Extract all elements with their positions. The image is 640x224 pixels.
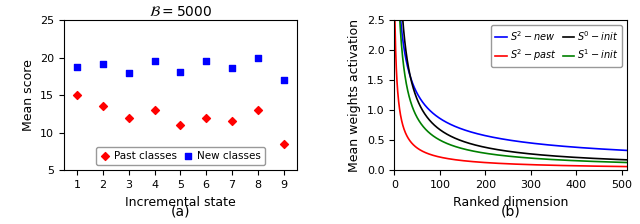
New classes: [72, 66, 82, 69]
Past classes: [278, 142, 289, 146]
$S^2-new$: [485, 135, 493, 138]
Title: $\mathcal{B} = 5000$: $\mathcal{B} = 5000$: [148, 5, 212, 19]
Line: $S^2-new$: $S^2-new$: [395, 0, 627, 151]
Past classes: [175, 123, 186, 127]
$S^2-past$: [391, 20, 399, 22]
$S^2-past$: [623, 165, 631, 168]
$S^2-new$: [415, 95, 422, 97]
$S^2-past$: [550, 164, 558, 167]
Past classes: [72, 93, 82, 97]
$S^2-new$: [572, 146, 580, 149]
X-axis label: Incremental state: Incremental state: [125, 196, 236, 209]
Past classes: [201, 116, 211, 119]
Line: $S^1-init$: $S^1-init$: [395, 0, 627, 163]
$S^0-init$: [572, 156, 580, 159]
$S^2-past$: [577, 165, 584, 167]
$S^2-new$: [550, 144, 558, 147]
New classes: [98, 63, 108, 66]
Past classes: [227, 120, 237, 123]
$S^2-new$: [577, 146, 584, 149]
Past classes: [124, 116, 134, 119]
New classes: [278, 78, 289, 82]
Line: $S^2-past$: $S^2-past$: [395, 21, 627, 167]
Past classes: [149, 108, 159, 112]
New classes: [124, 72, 134, 75]
$S^1-init$: [493, 154, 501, 156]
$S^2-past$: [572, 164, 580, 167]
$S^1-init$: [485, 152, 493, 155]
New classes: [201, 59, 211, 62]
$S^0-init$: [623, 159, 631, 161]
Past classes: [98, 105, 108, 108]
Legend: $S^2-new$, $S^2-past$, $S^0-init$, $S^1-init$: $S^2-new$, $S^2-past$, $S^0-init$, $S^1-…: [492, 25, 622, 67]
New classes: [253, 56, 263, 59]
Text: (a): (a): [171, 204, 190, 218]
X-axis label: Ranked dimension: Ranked dimension: [453, 196, 568, 209]
$S^0-init$: [493, 148, 501, 151]
Legend: Past classes, New classes: Past classes, New classes: [95, 147, 265, 165]
New classes: [227, 66, 237, 70]
$S^1-init$: [577, 159, 584, 162]
$S^1-init$: [572, 159, 580, 162]
$S^0-init$: [485, 147, 493, 149]
$S^1-init$: [550, 158, 558, 161]
Y-axis label: Mean weights activation: Mean weights activation: [348, 19, 362, 172]
$S^0-init$: [577, 156, 584, 159]
$S^2-past$: [493, 162, 501, 165]
$S^0-init$: [550, 155, 558, 157]
$S^2-past$: [415, 148, 422, 150]
Past classes: [253, 108, 263, 112]
$S^2-past$: [485, 162, 493, 164]
New classes: [149, 59, 159, 62]
Y-axis label: Mean score: Mean score: [22, 59, 35, 131]
Text: (b): (b): [501, 204, 521, 218]
$S^0-init$: [415, 101, 422, 104]
Line: $S^0-init$: $S^0-init$: [395, 0, 627, 160]
$S^2-new$: [493, 137, 501, 139]
$S^2-new$: [623, 149, 631, 152]
New classes: [175, 70, 186, 74]
$S^1-init$: [415, 119, 422, 121]
$S^1-init$: [623, 161, 631, 164]
